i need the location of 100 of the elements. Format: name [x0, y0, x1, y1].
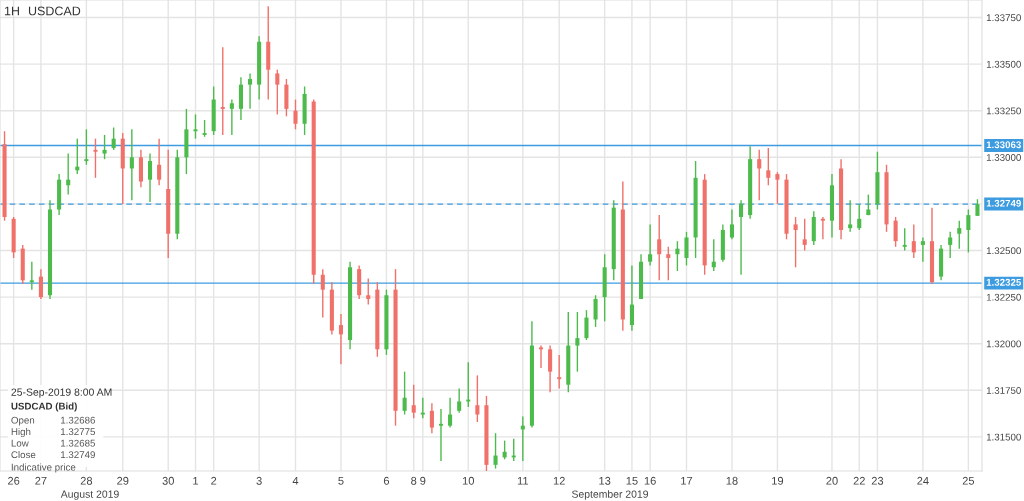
candlestick — [275, 69, 280, 116]
x-tick-label: 1 — [193, 476, 199, 485]
candlestick — [193, 113, 198, 140]
candlestick — [575, 311, 580, 373]
candlestick — [448, 397, 453, 429]
candlestick — [593, 294, 598, 328]
y-tick-label: 1.33250 — [986, 107, 1021, 115]
candlestick — [757, 149, 762, 201]
candlestick — [38, 268, 43, 300]
x-tick-label: 25 — [962, 476, 975, 485]
ref-line-label: 1.32749 — [986, 199, 1021, 207]
annotation: 1.32686 — [61, 416, 95, 424]
candlestick — [320, 268, 325, 319]
x-tick-label: 3 — [256, 476, 262, 485]
candlestick — [848, 199, 853, 233]
candlestick — [402, 370, 407, 416]
candlestick — [857, 203, 862, 231]
candlestick — [666, 246, 671, 282]
candlestick — [966, 208, 971, 254]
candlestick — [429, 402, 434, 434]
x-tick-label: 20 — [826, 476, 838, 485]
text: September 2019 — [571, 490, 649, 500]
candlestick — [820, 216, 825, 241]
candlestick — [802, 218, 807, 252]
candlestick — [293, 98, 298, 131]
candlestick — [557, 354, 562, 390]
chart-title: USDCAD — [28, 6, 81, 16]
x-tick-label: 19 — [772, 476, 784, 485]
candlestick — [766, 147, 771, 186]
x-tick-label: 12 — [553, 476, 565, 485]
x-tick-label: 30 — [162, 476, 174, 485]
annotation: High — [11, 427, 31, 438]
candlestick — [147, 152, 153, 203]
candlestick — [893, 216, 898, 248]
x-tick-label: 2 — [211, 476, 217, 485]
candlestick — [729, 208, 734, 241]
candlestick — [411, 384, 416, 419]
x-tick-label: 16 — [644, 476, 656, 485]
x-tick-label: 6 — [383, 476, 390, 485]
candlestick — [793, 216, 798, 268]
chart-subtitle: 1H — [4, 6, 19, 16]
candlestick — [93, 137, 98, 179]
candlestick — [629, 264, 634, 332]
annotation: Close — [11, 450, 36, 459]
x-tick-label: 22 — [853, 476, 865, 485]
candlestick — [248, 72, 253, 110]
candlestick — [475, 374, 480, 423]
candlestick — [648, 223, 653, 267]
y-tick-label: 1.32500 — [986, 247, 1021, 255]
x-tick-label: 11 — [517, 476, 529, 485]
x-tick-label: 4 — [292, 476, 299, 485]
candlestick — [584, 309, 589, 341]
candlestick — [102, 134, 107, 160]
y-tick-label: 1.31500 — [986, 433, 1021, 441]
x-tick-label: 26 — [8, 476, 20, 485]
candlestick — [157, 137, 162, 186]
annotation: 1.32749 — [61, 451, 95, 459]
x-tick-label: 27 — [35, 476, 47, 485]
candlestick — [111, 126, 116, 151]
x-tick-label: 15 — [626, 476, 638, 485]
x-tick-label: 10 — [462, 476, 475, 485]
candlestick — [548, 344, 553, 393]
y-tick-label: 1.32000 — [986, 340, 1021, 348]
candlestick — [29, 260, 34, 291]
text: August 2019 — [60, 490, 119, 500]
candlestick — [957, 219, 962, 250]
ref-line-label: 1.32325 — [986, 278, 1022, 286]
annotation: 1.32775 — [61, 428, 96, 436]
x-tick-label: 13 — [599, 476, 611, 485]
candlestick — [493, 432, 498, 470]
annotation: 25-Sep-2019 8:00 AM — [11, 388, 112, 398]
candlestick — [657, 214, 662, 282]
y-tick-label: 1.33500 — [986, 60, 1021, 68]
x-tick-label: 17 — [681, 476, 693, 485]
candlestick — [420, 397, 425, 419]
x-tick-label: 28 — [80, 476, 93, 485]
annotation: 1.32685 — [61, 439, 96, 447]
candlestick — [902, 227, 907, 252]
x-tick-label: 8 — [411, 476, 417, 485]
candlestick — [739, 199, 744, 276]
candlestick — [338, 313, 344, 365]
ref-line-label: 1.33063 — [986, 141, 1021, 149]
candlestick — [920, 236, 925, 263]
candlestick — [438, 408, 444, 462]
annotation: USDCAD (Bid) — [11, 402, 77, 412]
x-tick-label: 23 — [871, 476, 884, 485]
candlestick — [684, 231, 689, 267]
candlestick — [220, 46, 225, 136]
annotation: Open — [11, 416, 35, 426]
candlestick — [775, 171, 780, 205]
y-tick-label: 1.33750 — [986, 14, 1021, 22]
y-tick-label: 1.32250 — [986, 293, 1021, 301]
x-tick-label: 24 — [917, 476, 929, 485]
candlestick — [457, 387, 462, 414]
x-tick-label: 5 — [338, 476, 344, 485]
candlestick — [84, 128, 89, 166]
candlestick — [538, 344, 544, 369]
candlestick — [948, 231, 953, 259]
y-tick-label: 1.31750 — [986, 387, 1021, 394]
annotation: Low — [11, 439, 29, 447]
